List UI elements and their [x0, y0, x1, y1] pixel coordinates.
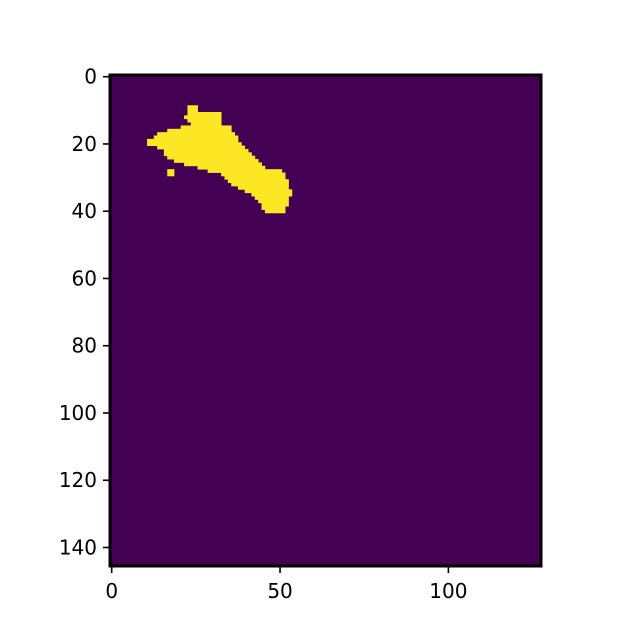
y-axis: 0 20 40 60 80 100 120 140	[59, 65, 110, 560]
mask-row	[187, 111, 222, 116]
mask-row	[244, 189, 293, 194]
y-tick-label: 120	[59, 468, 97, 492]
mask-row	[187, 108, 198, 113]
mask-row	[184, 115, 222, 120]
y-tick-label: 60	[72, 266, 97, 290]
x-tick-label: 0	[105, 579, 118, 603]
y-tick-label: 20	[72, 132, 97, 156]
mask-row	[237, 185, 289, 190]
y-tick-label: 140	[59, 536, 97, 560]
mask-row	[258, 199, 289, 204]
mask-row	[207, 169, 283, 173]
mask-row	[173, 159, 259, 163]
mask-row	[221, 172, 286, 177]
mask-row	[147, 138, 239, 143]
x-tick-label: 50	[267, 579, 292, 603]
mask-row	[167, 172, 175, 177]
mask-row	[167, 155, 256, 160]
mask-row	[147, 142, 242, 147]
y-tick-label: 0	[84, 65, 97, 89]
mask-row	[264, 209, 286, 214]
mask-row	[190, 122, 222, 126]
mask-row	[167, 169, 175, 173]
plot-area	[108, 73, 543, 568]
mask-row	[187, 118, 222, 123]
mask-row	[227, 179, 289, 184]
mask-row	[157, 145, 246, 150]
mask-row	[197, 165, 266, 170]
axes-frame	[108, 73, 543, 568]
mask-row	[261, 202, 289, 207]
mask-row	[163, 152, 252, 157]
mask-row	[184, 162, 262, 167]
mask-row	[187, 105, 198, 110]
x-axis: 0 50 100	[105, 566, 467, 603]
mask-row	[254, 196, 289, 200]
mask-row	[153, 135, 239, 140]
x-tick-label: 100	[429, 579, 467, 603]
mask-row	[157, 132, 235, 136]
y-tick-label: 100	[59, 401, 97, 425]
mask-region	[147, 105, 293, 214]
y-tick-label: 80	[72, 334, 97, 358]
mask-row	[231, 182, 289, 187]
mask-row	[167, 128, 232, 133]
y-tick-label: 40	[72, 199, 97, 223]
mask-row	[224, 175, 286, 180]
mask-row	[180, 125, 232, 130]
mask-row	[251, 192, 293, 197]
mask-row	[261, 206, 286, 210]
mask-row	[163, 148, 249, 153]
